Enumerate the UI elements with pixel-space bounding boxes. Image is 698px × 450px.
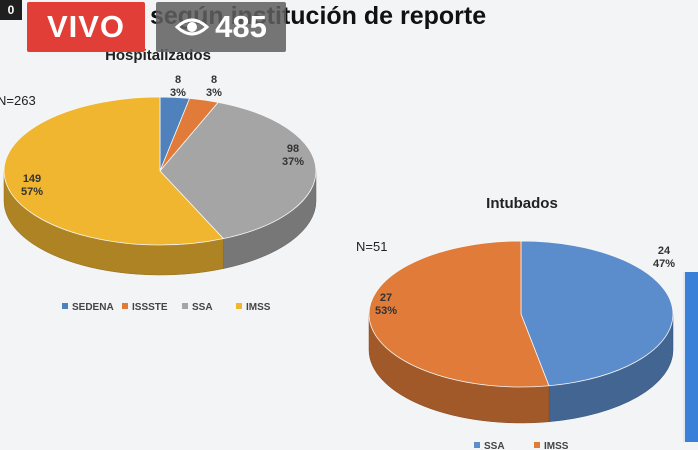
legend-swatch	[534, 442, 540, 448]
legend: SEDENA ISSSTE SSA IMSS	[62, 302, 271, 313]
pie-slices	[3, 96, 317, 276]
data-label-percent: 53%	[375, 305, 397, 317]
corner-tab: 0	[0, 0, 22, 20]
pie-slice-imss	[3, 96, 225, 246]
legend-swatch	[122, 303, 128, 309]
data-label-percent: 57%	[21, 186, 43, 198]
view-count: 485	[215, 9, 267, 44]
data-label-percent: 37%	[282, 156, 304, 168]
view-count-badge: 485	[156, 2, 286, 52]
legend-label: SEDENA	[72, 302, 114, 313]
legend-label: IMSS	[544, 441, 569, 450]
n-label: N=51	[356, 239, 387, 254]
legend-swatch	[236, 303, 242, 309]
data-label-percent: 3%	[170, 87, 186, 99]
live-badge: VIVO	[27, 2, 145, 52]
pie-slice-imss	[368, 240, 550, 388]
pie-slice-ssa	[159, 101, 317, 240]
legend-swatch	[474, 442, 480, 448]
data-label-value: 8	[175, 74, 181, 86]
data-label-value: 149	[23, 173, 41, 185]
data-label-percent: 3%	[206, 87, 222, 99]
data-label-percent: 47%	[653, 258, 675, 270]
pie-slice-ssa	[520, 240, 674, 387]
pie-slices	[368, 240, 674, 424]
n-label: N=263	[0, 93, 36, 108]
legend-swatch	[62, 303, 68, 309]
legend-label: ISSSTE	[132, 302, 168, 313]
eye-icon	[175, 16, 210, 38]
data-label-value: 27	[380, 292, 392, 304]
data-label-value: 8	[211, 74, 217, 86]
data-label-value: 24	[658, 245, 671, 257]
legend-label: SSA	[192, 302, 213, 313]
legend-swatch	[182, 303, 188, 309]
legend-label: SSA	[484, 441, 505, 450]
side-panel-edge	[683, 272, 698, 442]
chart-title: Intubados	[486, 195, 558, 212]
legend: SSA IMSS	[474, 441, 569, 450]
legend-label: IMSS	[246, 302, 271, 313]
data-label-value: 98	[287, 143, 299, 155]
